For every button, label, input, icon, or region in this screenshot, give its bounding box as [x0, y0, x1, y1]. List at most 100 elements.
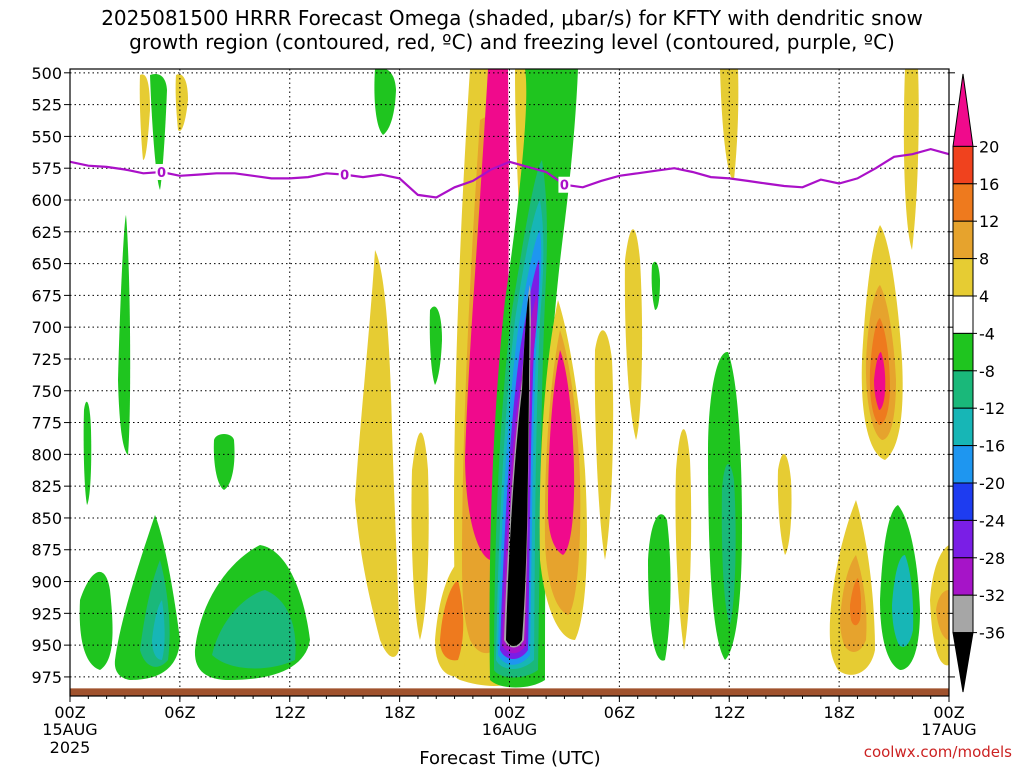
colorbar-swatch: [952, 557, 974, 596]
colorbar-label: -20: [979, 474, 1005, 493]
colorbar-top-arrow: [952, 73, 974, 147]
colorbar-label: 8: [979, 250, 989, 269]
colorbar-bottom-arrow: [952, 632, 974, 693]
omega-cell-green: [429, 306, 442, 385]
colorbar-label: -32: [979, 586, 1005, 605]
omega-cell-yellow: [411, 432, 429, 640]
omega-cell-yellow: [594, 330, 614, 560]
omega-cell-yellow: [175, 74, 188, 131]
y-tick-label: 850: [31, 509, 62, 528]
y-tick-label: 775: [31, 414, 62, 433]
colorbar-swatch: [952, 332, 974, 372]
colorbar-swatch: [952, 482, 974, 521]
x-tick-label: 00Z: [494, 703, 525, 722]
colorbar-swatch: [952, 370, 974, 409]
colorbar-swatch: [952, 445, 974, 484]
ground-band-fill: [70, 688, 949, 696]
colorbar-swatch: [952, 295, 974, 334]
y-tick-label: 500: [31, 64, 62, 83]
omega-cell-yellow: [139, 74, 150, 160]
y-tick-label: 600: [31, 191, 62, 210]
y-tick-label: 650: [31, 255, 62, 274]
x-tick-label: 12Z: [274, 703, 305, 722]
omega-cell-green: [118, 215, 131, 455]
y-tick-label: 900: [31, 573, 62, 592]
colorbar-label: -36: [979, 624, 1005, 643]
omega-cell-green: [150, 73, 167, 190]
credit-text: coolwx.com/models: [864, 743, 1012, 761]
omega-cell-yellow: [675, 429, 692, 650]
y-tick-label: 750: [31, 382, 62, 401]
omega-cell-green: [651, 261, 660, 310]
freezing-level-label: 0: [560, 179, 569, 194]
y-tick-label: 875: [31, 541, 62, 560]
omega-shading: [79, 69, 949, 688]
omega-cell-teal: [212, 590, 296, 669]
colorbar-label: 20: [979, 137, 999, 156]
y-tick-label: 525: [31, 96, 62, 115]
x-tick-label: 18Z: [823, 703, 854, 722]
omega-cell-orange: [936, 590, 949, 640]
colorbar-label: 4: [979, 287, 989, 306]
omega-cell-cyan: [892, 555, 914, 647]
freezing-level-contour: 0 0 0: [70, 147, 949, 199]
colorbar-swatch: [952, 407, 974, 447]
freezing-label-bg: [558, 176, 571, 193]
x-tick-label: 18Z: [384, 703, 415, 722]
x-tick-label: 12Z: [714, 703, 745, 722]
colorbar-swatch: [952, 145, 974, 185]
freezing-level-label: 0: [340, 169, 349, 184]
x-tick-date: 15AUG: [42, 720, 97, 739]
colorbar-label: -12: [979, 399, 1005, 418]
omega-cell-green: [79, 571, 113, 670]
freezing-label-bg: [338, 166, 351, 183]
omega-cell-yellow: [624, 229, 643, 440]
grid: [70, 69, 949, 696]
freezing-level-label: 0: [157, 166, 166, 181]
colorbar: 20 16 12 8 4 -4 -8 -12 -16 -20 -24 -28 -32 -36: [952, 73, 1005, 693]
omega-cell-teal: [721, 463, 736, 625]
omega-cell-green: [648, 514, 671, 661]
colorbar-swatch: [952, 220, 974, 260]
y-tick-label: 825: [31, 477, 62, 496]
colorbar-label: -8: [979, 362, 995, 381]
freezing-label-bg: [155, 164, 168, 181]
x-tick-label: 00Z: [933, 703, 964, 722]
colorbar-swatch: [952, 258, 974, 297]
colorbar-swatch: [952, 183, 974, 222]
ground-band: [70, 688, 949, 696]
chart-title: 2025081500 HRRR Forecast Omega (shaded, …: [101, 6, 923, 54]
colorbar-label: -24: [979, 511, 1005, 530]
x-tick-label: 06Z: [164, 703, 195, 722]
colorbar-label: -16: [979, 437, 1005, 456]
y-tick-label: 575: [31, 159, 62, 178]
y-axis: 500 525 550 575 600 625 650 675 700 725 750 775 800 8…: [31, 64, 955, 687]
colorbar-label: -4: [979, 324, 995, 343]
colorbar-label: 16: [979, 175, 999, 194]
x-tick-year: 2025: [50, 738, 91, 757]
omega-cell-yellow: [903, 69, 919, 250]
omega-cell-green: [83, 401, 92, 505]
omega-cell-green: [213, 434, 235, 490]
x-axis-title: Forecast Time (UTC): [419, 748, 600, 768]
y-tick-label: 725: [31, 350, 62, 369]
y-tick-label: 675: [31, 286, 62, 305]
y-tick-label: 950: [31, 636, 62, 655]
x-tick-date: 17AUG: [921, 720, 976, 739]
y-tick-label: 700: [31, 318, 62, 337]
colorbar-swatch: [952, 594, 974, 634]
y-tick-label: 800: [31, 445, 62, 464]
y-tick-label: 925: [31, 604, 62, 623]
freezing-level-line: [70, 147, 949, 199]
x-tick-date: 16AUG: [482, 720, 537, 739]
x-tick-label: 06Z: [604, 703, 635, 722]
colorbar-label: -28: [979, 549, 1005, 568]
colorbar-label: 12: [979, 212, 999, 231]
omega-cell-yellow: [355, 250, 400, 657]
y-tick-label: 550: [31, 127, 62, 146]
omega-cell-yellow: [777, 453, 792, 555]
omega-cell-green: [374, 69, 396, 135]
